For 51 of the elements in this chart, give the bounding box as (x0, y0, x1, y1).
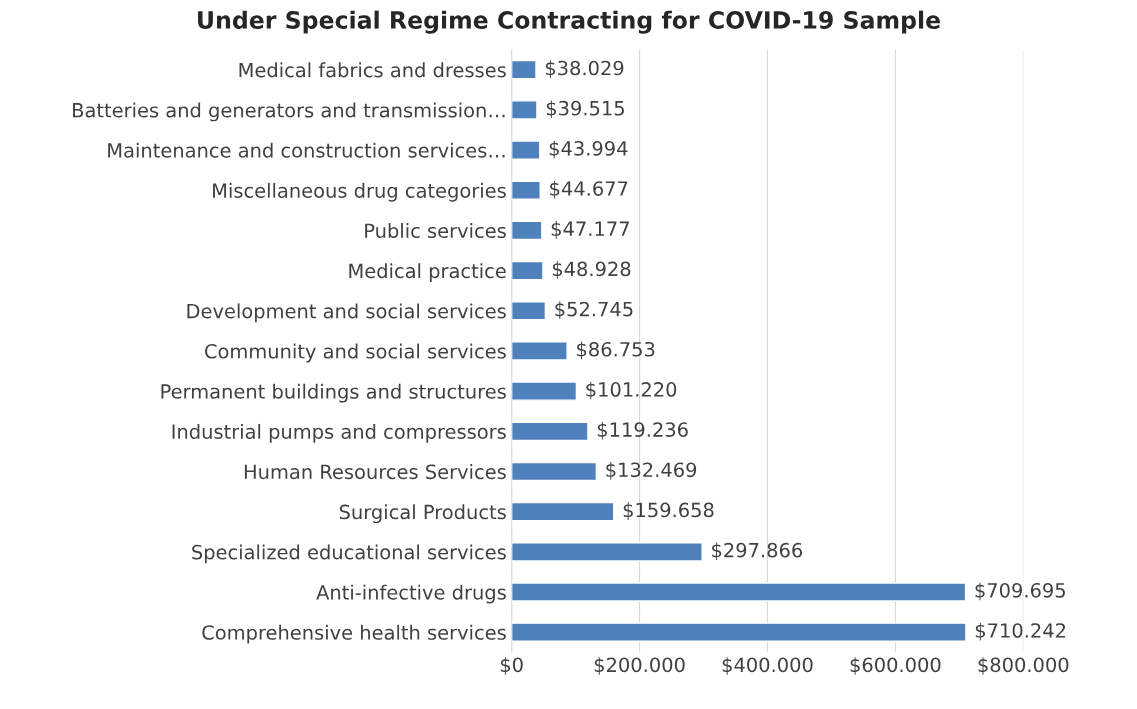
data-label: $44.677 (550, 180, 628, 199)
y-tick-label: Industrial pumps and compressors (172, 423, 506, 443)
data-label: $38.029 (545, 60, 624, 78)
bar (511, 100, 538, 120)
data-label: $710.242 (975, 622, 1066, 641)
y-tick-label: Human Resources Services (244, 464, 506, 480)
data-label: $101.220 (586, 381, 677, 400)
bar (511, 260, 544, 281)
data-label: $39.515 (546, 100, 624, 119)
bar (511, 542, 703, 562)
bar (511, 220, 543, 241)
x-tick-label: $0 (500, 657, 523, 675)
y-tick-label: Anti-infective drugs (316, 584, 506, 604)
y-tick-label: Miscellaneous drug categories (213, 182, 506, 202)
bar (511, 180, 541, 200)
y-tick-label: Medical fabrics and dresses (239, 62, 506, 78)
y-tick-label: Maintenance and construction services… (108, 142, 505, 158)
data-label: $47.177 (551, 221, 629, 239)
y-tick-label: Community and social services (205, 343, 506, 363)
data-label: $709.695 (975, 582, 1065, 601)
bar (511, 622, 967, 642)
x-tick-label: $200.000 (594, 657, 685, 675)
bar (511, 341, 568, 361)
bar (511, 140, 541, 160)
bar (511, 301, 547, 321)
y-tick-label: Batteries and generators and transmission… (73, 102, 505, 122)
data-label: $297.866 (712, 542, 803, 561)
bar (511, 381, 578, 401)
y-tick-label: Specialized educational services (192, 544, 506, 564)
bar (511, 501, 615, 522)
y-tick-label: Medical practice (349, 263, 506, 283)
bar (511, 59, 537, 80)
x-tick-label: $600.000 (850, 657, 941, 675)
y-tick-label: Development and social services (187, 303, 506, 323)
data-label: $159.658 (623, 502, 714, 520)
data-label: $52.745 (555, 301, 633, 319)
bar (511, 461, 598, 482)
bar (511, 421, 589, 442)
data-label: $48.928 (552, 261, 631, 279)
x-tick-label: $800.000 (978, 657, 1069, 675)
y-tick-label: Public services (365, 223, 506, 239)
data-label: $43.994 (549, 140, 628, 159)
y-tick-label: Comprehensive health services (202, 624, 506, 644)
data-label: $132.469 (606, 462, 697, 480)
data-label: $119.236 (597, 421, 688, 440)
data-label: $86.753 (577, 341, 655, 360)
x-tick-label: $400.000 (722, 657, 813, 675)
bar (511, 582, 967, 602)
y-tick-label: Surgical Products (339, 504, 506, 524)
y-tick-label: Permanent buildings and structures (161, 383, 506, 403)
chart-title: Under Special Regime Contracting for COVID-19 Sample (198, 10, 940, 34)
